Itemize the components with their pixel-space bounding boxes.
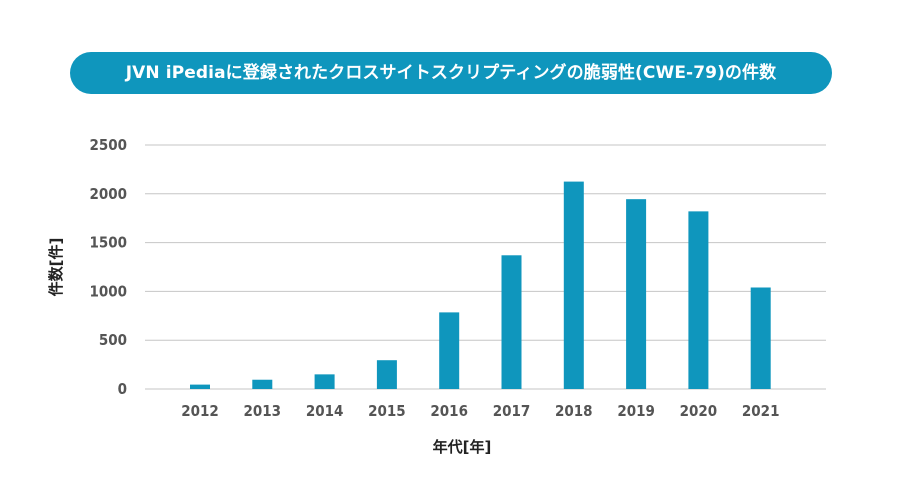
y-tick-label: 1500 [89, 234, 127, 252]
bar-2020 [688, 211, 709, 389]
bars [190, 181, 771, 389]
y-tick-label: 500 [99, 331, 127, 349]
bar-2014 [314, 374, 335, 389]
x-axis-ticks: 2012 2013 2014 2015 2016 2017 2018 2019 2020 2021 [181, 402, 779, 420]
bar-2017 [501, 255, 522, 389]
y-tick-label: 2000 [89, 185, 127, 203]
bar-2012 [190, 384, 210, 389]
x-tick-label: 2021 [742, 402, 780, 420]
bar-2018 [563, 181, 584, 389]
y-tick-label: 0 [118, 380, 127, 398]
bar-2021 [750, 287, 771, 389]
grid [145, 144, 826, 390]
x-tick-label: 2016 [430, 402, 468, 420]
y-tick-label: 1000 [89, 282, 127, 300]
y-axis-label: 件数[件] [47, 238, 65, 297]
x-tick-label: 2019 [617, 402, 655, 420]
x-tick-label: 2018 [555, 402, 593, 420]
x-axis-label: 年代[年] [433, 438, 492, 456]
y-tick-label: 2500 [89, 136, 127, 154]
bar-2015 [376, 360, 397, 389]
x-tick-label: 2017 [493, 402, 531, 420]
bar-2019 [626, 199, 647, 389]
x-tick-label: 2015 [368, 402, 406, 420]
chart-title: JVN iPediaに登録されたクロスサイトスクリプティングの脆弱性(CWE-7… [70, 52, 832, 94]
bar-2013 [252, 379, 273, 389]
x-tick-label: 2012 [181, 402, 219, 420]
bar-2016 [439, 312, 460, 389]
x-tick-label: 2020 [680, 402, 718, 420]
x-tick-label: 2014 [306, 402, 344, 420]
y-axis-ticks: 0 500 1000 1500 2000 2500 [89, 136, 127, 398]
x-tick-label: 2013 [244, 402, 282, 420]
